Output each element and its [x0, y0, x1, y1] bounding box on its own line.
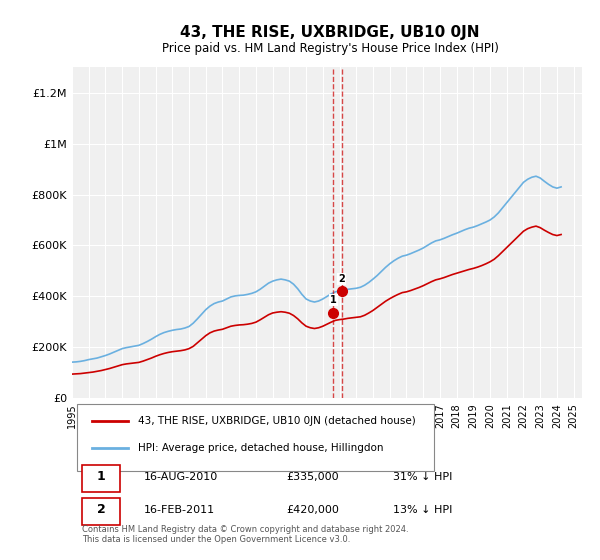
- Text: 13% ↓ HPI: 13% ↓ HPI: [394, 505, 452, 515]
- Text: HPI: Average price, detached house, Hillingdon: HPI: Average price, detached house, Hill…: [139, 443, 384, 453]
- FancyBboxPatch shape: [77, 404, 434, 470]
- FancyBboxPatch shape: [82, 498, 121, 525]
- Text: 31% ↓ HPI: 31% ↓ HPI: [394, 472, 452, 482]
- Text: 1: 1: [97, 470, 106, 483]
- Text: 43, THE RISE, UXBRIDGE, UB10 0JN: 43, THE RISE, UXBRIDGE, UB10 0JN: [180, 25, 480, 40]
- Text: 16-AUG-2010: 16-AUG-2010: [143, 472, 218, 482]
- Text: 2: 2: [338, 274, 345, 284]
- Text: £335,000: £335,000: [286, 472, 339, 482]
- Text: 1: 1: [330, 295, 337, 305]
- FancyBboxPatch shape: [82, 465, 121, 492]
- Text: £420,000: £420,000: [286, 505, 339, 515]
- Text: Price paid vs. HM Land Registry's House Price Index (HPI): Price paid vs. HM Land Registry's House …: [161, 42, 499, 55]
- Text: Contains HM Land Registry data © Crown copyright and database right 2024.
This d: Contains HM Land Registry data © Crown c…: [82, 525, 409, 544]
- Text: 43, THE RISE, UXBRIDGE, UB10 0JN (detached house): 43, THE RISE, UXBRIDGE, UB10 0JN (detach…: [139, 416, 416, 426]
- Text: 2: 2: [97, 503, 106, 516]
- Text: 16-FEB-2011: 16-FEB-2011: [143, 505, 215, 515]
